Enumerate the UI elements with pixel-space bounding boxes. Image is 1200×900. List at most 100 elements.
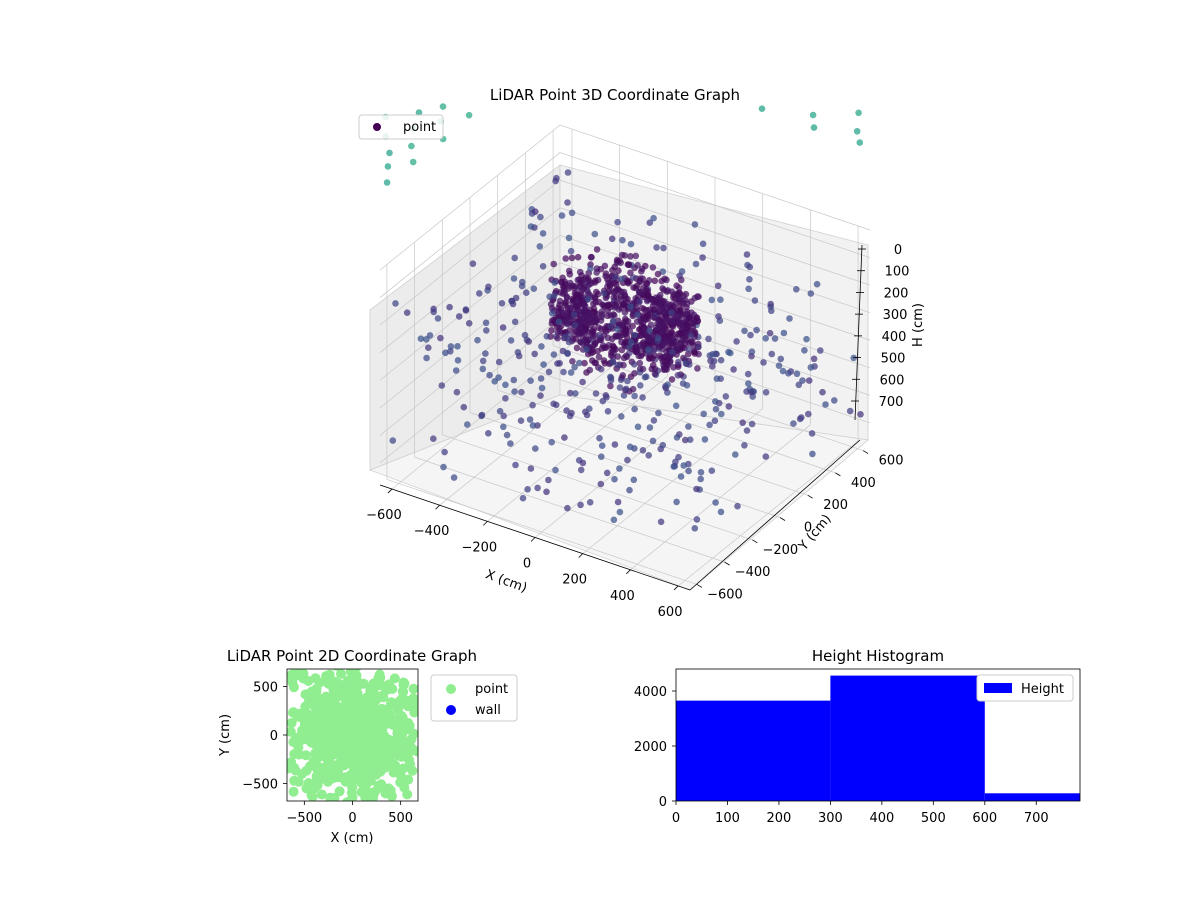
data-point <box>700 410 707 418</box>
data-point <box>694 293 701 300</box>
data-point <box>650 214 657 222</box>
data-point <box>718 410 725 418</box>
data-point <box>288 786 299 797</box>
data-point <box>660 308 668 316</box>
data-point <box>753 326 760 334</box>
data-point <box>370 786 380 797</box>
data-point <box>527 465 535 472</box>
data-point <box>308 756 319 767</box>
data-point <box>403 774 414 785</box>
data-point <box>608 235 616 243</box>
legend-3d-label: point <box>403 120 436 135</box>
data-point <box>387 684 398 694</box>
data-point <box>338 751 349 762</box>
data-point <box>312 774 322 785</box>
data-point <box>476 290 483 297</box>
data-point <box>336 669 346 679</box>
y-tick-label: 0 <box>659 795 667 810</box>
data-point <box>550 292 558 300</box>
data-point <box>739 419 746 427</box>
data-point <box>807 290 815 297</box>
data-point <box>715 313 722 320</box>
data-point <box>333 678 344 689</box>
grid-line <box>379 207 871 353</box>
data-point <box>573 302 581 310</box>
data-point <box>604 312 611 320</box>
data-point <box>563 407 570 414</box>
data-point <box>465 320 473 327</box>
data-point <box>732 451 739 458</box>
data-point <box>600 357 608 364</box>
data-point <box>593 269 600 276</box>
data-point <box>382 754 393 765</box>
data-point <box>634 311 641 319</box>
data-point <box>693 314 701 322</box>
data-point <box>669 348 676 356</box>
data-point <box>545 368 553 376</box>
data-point <box>502 395 509 402</box>
data-point <box>618 413 625 420</box>
data-point <box>556 301 563 309</box>
data-point <box>389 718 400 728</box>
data-point <box>293 711 303 722</box>
y-tick-label: 0 <box>804 521 812 536</box>
data-point <box>519 494 527 502</box>
data-point <box>619 372 627 379</box>
data-point <box>552 466 559 474</box>
data-point <box>650 346 658 354</box>
data-point <box>439 103 447 110</box>
data-point <box>622 330 629 337</box>
data-point <box>403 309 411 317</box>
data-point <box>500 412 508 420</box>
data-point <box>611 312 618 319</box>
data-point <box>651 370 659 378</box>
data-point <box>768 307 775 315</box>
data-point <box>598 442 606 450</box>
data-point <box>683 300 691 307</box>
data-point <box>408 728 418 739</box>
data-point <box>817 347 824 354</box>
z-tick-label: 600 <box>880 373 905 388</box>
x-ticks-2d: −500 0 500 <box>286 801 413 826</box>
data-point <box>699 240 707 248</box>
data-point <box>550 400 557 408</box>
data-point <box>596 298 603 306</box>
y-axis-line <box>689 439 861 591</box>
data-point <box>569 358 576 365</box>
data-point <box>584 295 592 303</box>
data-point <box>626 443 634 451</box>
data-point <box>368 755 379 766</box>
data-point <box>575 284 582 291</box>
y-tick-mark <box>696 584 703 588</box>
data-point <box>611 273 619 281</box>
data-point <box>686 361 693 368</box>
data-point <box>676 331 683 338</box>
data-point <box>503 431 511 439</box>
data-point <box>614 361 622 369</box>
data-point <box>793 286 800 293</box>
data-point <box>334 689 345 700</box>
data-point <box>592 359 600 367</box>
data-point <box>618 275 625 283</box>
data-point <box>846 407 854 415</box>
x-tick-mark <box>435 504 440 510</box>
data-point <box>298 732 309 743</box>
data-point <box>395 770 406 781</box>
data-point <box>747 331 754 339</box>
data-point <box>350 697 361 708</box>
x-tick-mark <box>578 553 583 558</box>
data-point <box>590 305 598 313</box>
y-ticks-2d: −500 0 500 <box>242 680 287 793</box>
data-point <box>571 289 579 297</box>
data-point <box>691 350 699 357</box>
y-tick-label: −200 <box>762 543 798 558</box>
chart-2d: LiDAR Point 2D Coordinate Graph −500 0 500… <box>218 647 518 846</box>
data-point <box>682 310 690 318</box>
data-point <box>581 306 589 314</box>
z-tick-label: 0 <box>894 243 902 258</box>
data-point <box>537 375 545 382</box>
grid-line <box>379 124 871 271</box>
data-point <box>605 301 613 309</box>
data-point <box>631 370 638 377</box>
data-point <box>733 338 740 345</box>
